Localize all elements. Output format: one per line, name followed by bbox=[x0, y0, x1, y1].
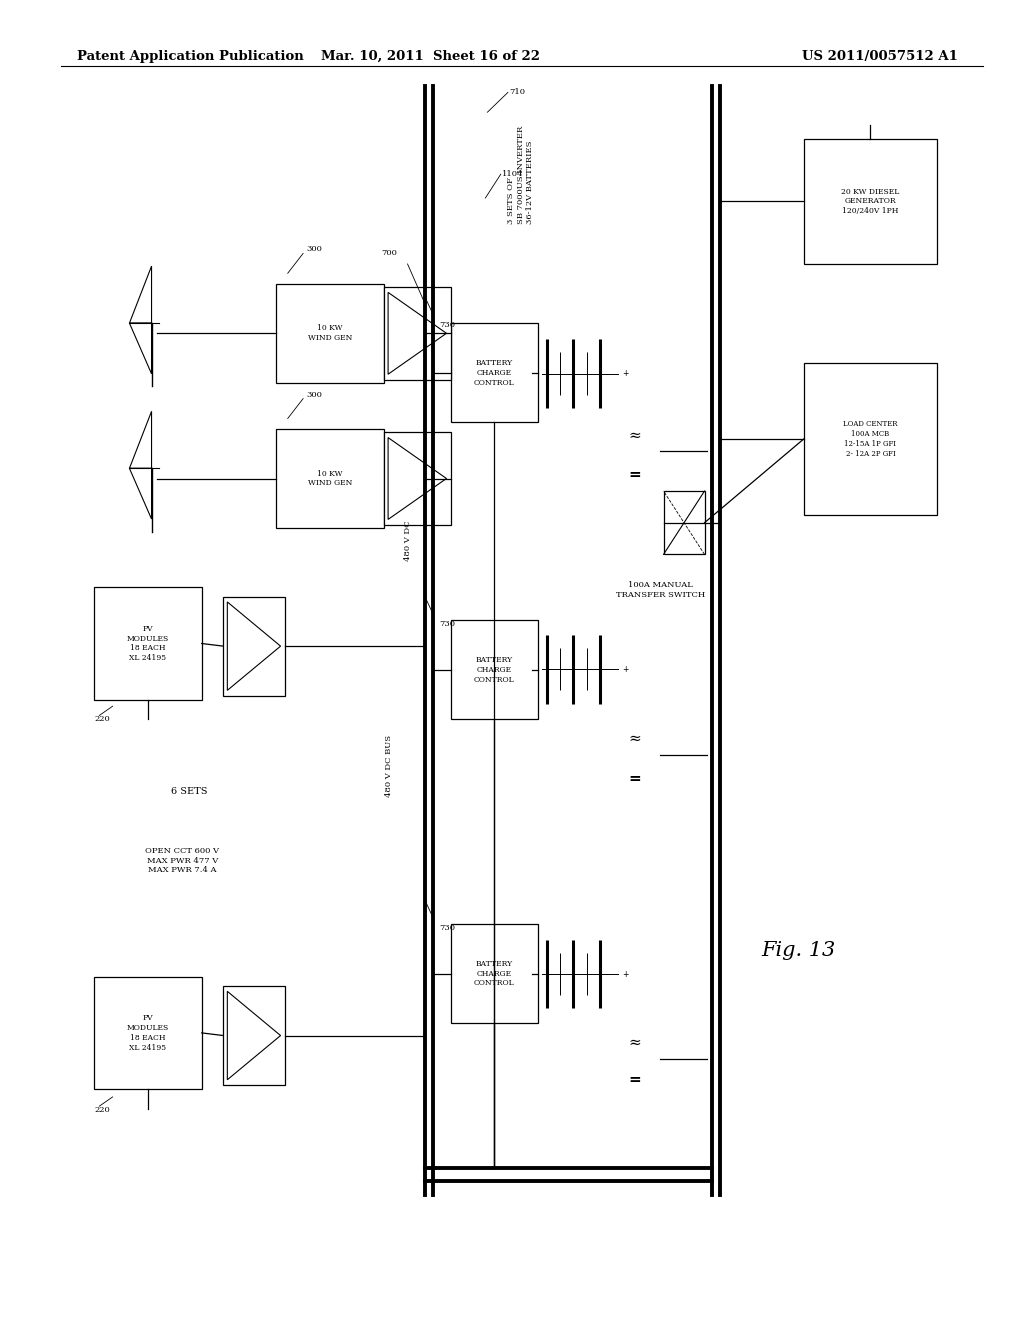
Text: BATTERY
CHARGE
CONTROL: BATTERY CHARGE CONTROL bbox=[474, 359, 514, 387]
Text: LOAD CENTER
100A MCB
12-15A 1P GFI
2- 12A 2P GFI: LOAD CENTER 100A MCB 12-15A 1P GFI 2- 12… bbox=[843, 420, 898, 458]
FancyBboxPatch shape bbox=[276, 284, 384, 383]
Text: US 2011/0057512 A1: US 2011/0057512 A1 bbox=[802, 50, 957, 63]
Text: =: = bbox=[629, 772, 641, 785]
FancyBboxPatch shape bbox=[384, 433, 451, 525]
FancyBboxPatch shape bbox=[223, 986, 285, 1085]
Text: Fig. 13: Fig. 13 bbox=[762, 941, 836, 960]
FancyBboxPatch shape bbox=[94, 587, 202, 700]
FancyBboxPatch shape bbox=[804, 363, 937, 515]
Text: BATTERY
CHARGE
CONTROL: BATTERY CHARGE CONTROL bbox=[474, 656, 514, 684]
Text: 730: 730 bbox=[439, 321, 456, 329]
FancyBboxPatch shape bbox=[451, 924, 538, 1023]
FancyBboxPatch shape bbox=[804, 139, 937, 264]
FancyBboxPatch shape bbox=[664, 491, 705, 554]
Text: 10 KW
WIND GEN: 10 KW WIND GEN bbox=[308, 325, 352, 342]
Text: 730: 730 bbox=[439, 620, 456, 628]
Text: ≈: ≈ bbox=[629, 733, 641, 746]
Text: PV
MODULES
18 EACH
XL 24195: PV MODULES 18 EACH XL 24195 bbox=[127, 1014, 169, 1052]
Text: Patent Application Publication: Patent Application Publication bbox=[77, 50, 303, 63]
Text: OPEN CCT 600 V
MAX PWR 477 V
MAX PWR 7.4 A: OPEN CCT 600 V MAX PWR 477 V MAX PWR 7.4… bbox=[145, 847, 219, 874]
Text: +: + bbox=[623, 370, 629, 378]
Text: =: = bbox=[629, 1073, 641, 1086]
Text: 730: 730 bbox=[439, 924, 456, 932]
Text: 100A MANUAL
TRANSFER SWITCH: 100A MANUAL TRANSFER SWITCH bbox=[615, 581, 706, 598]
Text: ≈: ≈ bbox=[629, 1036, 641, 1049]
Text: 6 SETS: 6 SETS bbox=[171, 788, 208, 796]
FancyBboxPatch shape bbox=[276, 429, 384, 528]
Text: 20 KW DIESEL
GENERATOR
120/240V 1PH: 20 KW DIESEL GENERATOR 120/240V 1PH bbox=[842, 187, 899, 215]
FancyBboxPatch shape bbox=[223, 597, 285, 696]
Text: PV
MODULES
18 EACH
XL 24195: PV MODULES 18 EACH XL 24195 bbox=[127, 624, 169, 663]
Text: 1104: 1104 bbox=[502, 170, 523, 178]
Text: 3 SETS OF
SB 7000US INVERTER
36-12V BATTERIES: 3 SETS OF SB 7000US INVERTER 36-12V BATT… bbox=[507, 125, 535, 223]
Text: 10 KW
WIND GEN: 10 KW WIND GEN bbox=[308, 470, 352, 487]
Text: +: + bbox=[623, 970, 629, 978]
Text: =: = bbox=[629, 469, 641, 482]
Text: +: + bbox=[623, 665, 629, 673]
Text: BATTERY
CHARGE
CONTROL: BATTERY CHARGE CONTROL bbox=[474, 960, 514, 987]
Text: 220: 220 bbox=[94, 1106, 110, 1114]
Text: 220: 220 bbox=[94, 715, 110, 723]
FancyBboxPatch shape bbox=[384, 288, 451, 380]
Text: Mar. 10, 2011  Sheet 16 of 22: Mar. 10, 2011 Sheet 16 of 22 bbox=[321, 50, 540, 63]
Text: 700: 700 bbox=[381, 249, 397, 257]
FancyBboxPatch shape bbox=[451, 620, 538, 719]
Text: 300: 300 bbox=[306, 391, 323, 399]
Text: 480 V DC BUS: 480 V DC BUS bbox=[385, 734, 393, 797]
Text: 480 V DC: 480 V DC bbox=[403, 521, 412, 561]
Text: 300: 300 bbox=[306, 246, 323, 253]
FancyBboxPatch shape bbox=[451, 323, 538, 422]
Text: ≈: ≈ bbox=[629, 429, 641, 442]
FancyBboxPatch shape bbox=[94, 977, 202, 1089]
Text: 710: 710 bbox=[509, 88, 525, 96]
